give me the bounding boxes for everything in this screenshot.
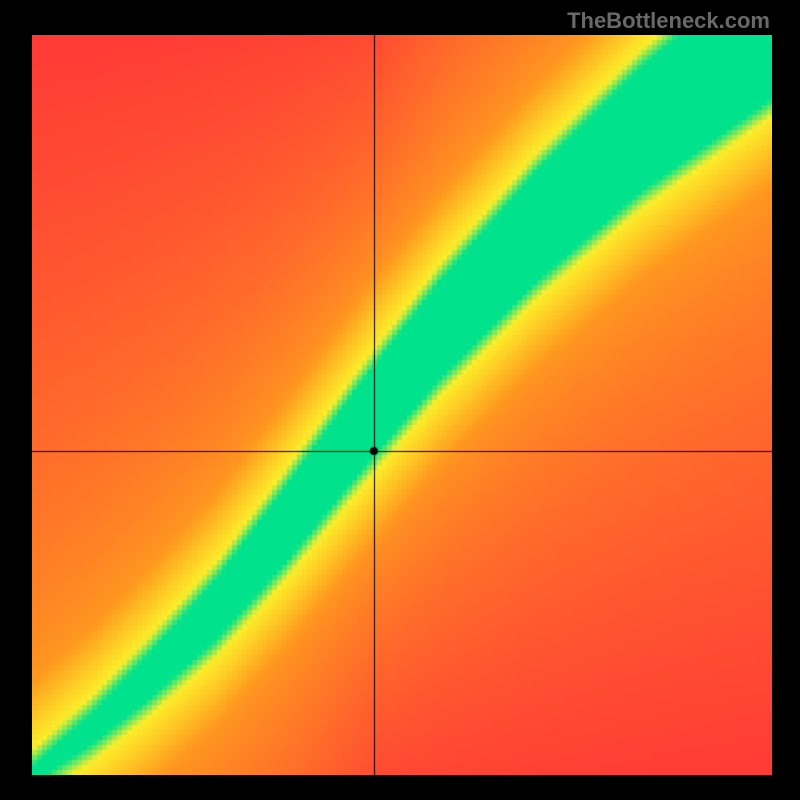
bottleneck-heatmap xyxy=(32,35,772,775)
watermark-text: TheBottleneck.com xyxy=(567,8,770,34)
chart-container: TheBottleneck.com xyxy=(0,0,800,800)
